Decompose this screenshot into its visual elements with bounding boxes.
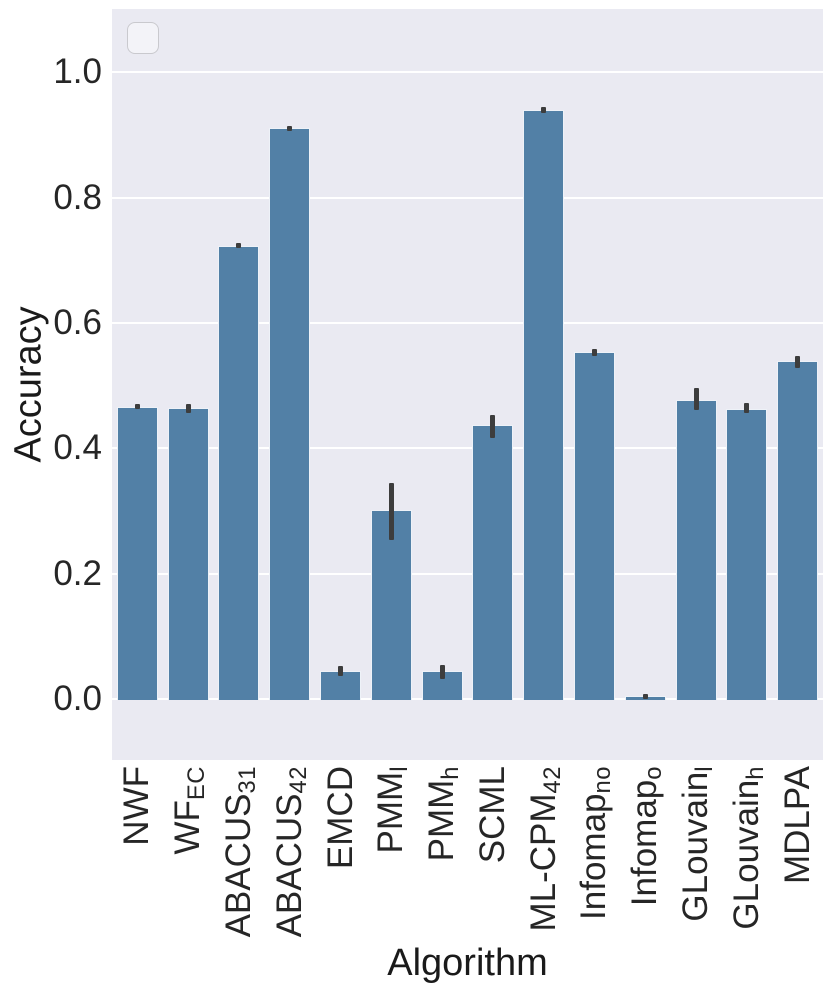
gridline-0 <box>112 698 823 700</box>
x-tick-label-text: SCML <box>472 766 512 864</box>
error-bar-pmm-l <box>388 482 394 540</box>
x-tick-label-text: EMCD <box>320 766 360 870</box>
x-tick-label-text: Infomap <box>625 779 665 907</box>
x-tick-label-ml-cpm-42: ML-CPM42 <box>524 766 568 932</box>
y-tick-label-0.0: 0.0 <box>53 679 102 718</box>
x-axis-title: Algorithm <box>387 942 548 984</box>
error-bar-glouvain-l <box>693 388 699 411</box>
x-tick-label-mdlpa: MDLPA <box>778 766 818 884</box>
bar-pmm-l <box>370 509 412 700</box>
x-tick-label-text: ML-CPM <box>523 793 563 932</box>
error-bar-pmm-h <box>439 664 445 679</box>
y-tick-label-0.4: 0.4 <box>53 428 102 468</box>
error-bar-glouvain-h <box>744 403 750 414</box>
bar-ml-cpm-42 <box>523 109 565 700</box>
bar-mdlpa <box>777 361 819 700</box>
x-tick-label-wf-ec: WFEC <box>168 766 212 854</box>
bar-abacus-31 <box>218 245 260 700</box>
x-tick-label-subscript: o <box>640 766 668 780</box>
x-tick-label-text: PMM <box>422 779 462 862</box>
bar-wf-ec <box>167 408 209 700</box>
x-tick-label-text: NWF <box>117 766 157 846</box>
bar-infomap-no <box>573 351 615 700</box>
x-tick-label-glouvain-l: GLouvainl <box>676 766 720 922</box>
x-tick-label-nwf: NWF <box>117 766 157 846</box>
x-tick-label-text: Infomap <box>574 793 614 920</box>
gridline-1 <box>112 71 823 74</box>
y-axis-title: Accuracy <box>7 306 50 463</box>
x-tick-label-infomap-no: Infomapno <box>574 766 618 920</box>
error-bar-mdlpa <box>795 355 801 369</box>
error-bar-nwf <box>134 404 140 410</box>
x-tick-label-text: GLouvain <box>676 771 716 922</box>
error-bar-ml-cpm-42 <box>541 106 547 114</box>
x-tick-label-subscript: no <box>589 766 617 794</box>
x-tick-label-subscript: 42 <box>284 766 312 794</box>
x-tick-label-abacus-31: ABACUS31 <box>219 766 263 937</box>
bar-emcd <box>320 671 362 700</box>
y-axis-title-box: Accuracy <box>0 9 58 760</box>
x-tick-label-subscript: h <box>437 766 465 780</box>
x-tick-label-subscript: l <box>386 766 414 772</box>
x-tick-label-text: ABACUS <box>218 793 258 938</box>
error-bar-abacus-42 <box>287 125 293 131</box>
x-tick-label-text: PMM <box>371 771 411 854</box>
bar-glouvain-h <box>726 408 768 700</box>
plot-area <box>112 9 823 760</box>
x-tick-label-abacus-42: ABACUS42 <box>270 766 314 937</box>
x-tick-label-subscript: EC <box>183 766 211 801</box>
error-bar-wf-ec <box>185 403 191 414</box>
x-tick-label-subscript: h <box>742 766 770 780</box>
x-tick-label-subscript: 31 <box>234 766 262 794</box>
y-tick-label-0.8: 0.8 <box>53 177 102 217</box>
x-tick-label-infomap-o: Infomapo <box>625 766 669 906</box>
error-bar-infomap-o <box>642 693 648 699</box>
gridline-0.2 <box>112 572 823 575</box>
x-tick-label-text: GLouvain <box>726 779 766 930</box>
x-tick-label-glouvain-h: GLouvainh <box>727 766 771 930</box>
legend-box <box>127 22 159 54</box>
error-bar-scml <box>490 415 496 439</box>
error-bar-infomap-no <box>591 348 597 356</box>
error-bar-abacus-31 <box>236 243 242 249</box>
x-tick-label-subscript: l <box>691 766 719 772</box>
bar-abacus-42 <box>269 128 311 700</box>
x-tick-label-text: ABACUS <box>269 793 309 938</box>
bar-scml <box>472 425 514 700</box>
y-tick-label-0.2: 0.2 <box>53 553 102 593</box>
bar-glouvain-l <box>675 400 717 700</box>
y-tick-label-1.0: 1.0 <box>53 52 102 92</box>
x-tick-label-pmm-h: PMMh <box>422 766 466 861</box>
x-tick-label-emcd: EMCD <box>321 766 361 869</box>
gridline-0.6 <box>112 321 823 324</box>
gridline-0.8 <box>112 196 823 199</box>
x-tick-label-pmm-l: PMMl <box>371 766 415 853</box>
gridline-0.4 <box>112 447 823 450</box>
x-tick-label-text: WF <box>168 800 208 855</box>
error-bar-emcd <box>338 665 344 676</box>
x-tick-label-scml: SCML <box>473 766 513 863</box>
x-tick-label-subscript: 42 <box>538 766 566 794</box>
bar-nwf <box>116 406 158 700</box>
x-tick-label-text: MDLPA <box>777 766 817 884</box>
y-tick-label-0.6: 0.6 <box>53 302 102 342</box>
